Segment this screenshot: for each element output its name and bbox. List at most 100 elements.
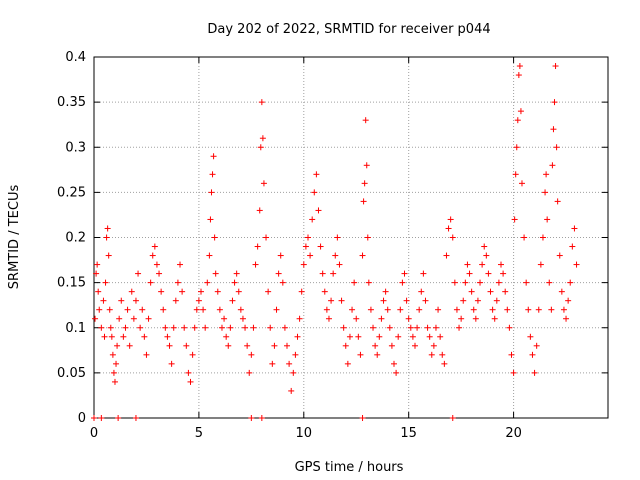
- data-point: [313, 171, 320, 178]
- data-point: [399, 279, 406, 286]
- data-point: [447, 216, 454, 223]
- data-point: [96, 306, 103, 313]
- data-point: [107, 324, 114, 331]
- data-point: [504, 306, 511, 313]
- data-point: [92, 315, 99, 322]
- y-tick-label: 0.1: [65, 321, 86, 336]
- data-point: [437, 333, 444, 340]
- data-point: [221, 315, 228, 322]
- data-point: [132, 297, 139, 304]
- data-point: [443, 252, 450, 259]
- data-point: [104, 225, 111, 232]
- data-point: [418, 288, 425, 295]
- data-point: [573, 261, 580, 268]
- data-point: [489, 306, 496, 313]
- data-point: [294, 333, 301, 340]
- data-point: [94, 261, 101, 268]
- data-point: [508, 351, 515, 358]
- data-point: [521, 234, 528, 241]
- data-points: [91, 63, 580, 421]
- data-point: [502, 288, 509, 295]
- y-tick-label: 0: [78, 411, 86, 426]
- data-point: [535, 306, 542, 313]
- data-point: [393, 369, 400, 376]
- data-point: [569, 243, 576, 250]
- data-point: [290, 369, 297, 376]
- data-point: [340, 324, 347, 331]
- data-point: [113, 360, 120, 367]
- data-point: [156, 270, 163, 277]
- data-point: [517, 108, 524, 115]
- data-point: [544, 216, 551, 223]
- data-point: [397, 306, 404, 313]
- data-point: [487, 288, 494, 295]
- data-point: [531, 369, 538, 376]
- data-point: [183, 342, 190, 349]
- data-point: [439, 351, 446, 358]
- data-point: [376, 333, 383, 340]
- data-point: [527, 333, 534, 340]
- data-point: [363, 162, 370, 169]
- data-point: [207, 216, 214, 223]
- y-tick-label: 0.15: [57, 276, 86, 291]
- data-point: [93, 270, 100, 277]
- data-point: [267, 324, 274, 331]
- data-point: [500, 270, 507, 277]
- data-point: [260, 180, 267, 187]
- data-point: [237, 306, 244, 313]
- data-point: [401, 270, 408, 277]
- y-tick-label: 0.05: [57, 366, 86, 381]
- data-point: [229, 297, 236, 304]
- data-point: [456, 324, 463, 331]
- data-point: [265, 288, 272, 295]
- data-point: [271, 342, 278, 349]
- data-point: [298, 288, 305, 295]
- data-point: [100, 297, 107, 304]
- data-point: [158, 288, 165, 295]
- data-point: [101, 333, 108, 340]
- data-point: [177, 261, 184, 268]
- data-point: [193, 306, 200, 313]
- data-point: [474, 297, 481, 304]
- data-point: [495, 279, 502, 286]
- data-point: [128, 288, 135, 295]
- data-point: [218, 324, 225, 331]
- data-point: [365, 279, 372, 286]
- data-point: [342, 342, 349, 349]
- data-point: [149, 252, 156, 259]
- data-point: [208, 189, 215, 196]
- data-point: [225, 342, 232, 349]
- data-point: [382, 288, 389, 295]
- data-point: [143, 351, 150, 358]
- data-point: [510, 369, 517, 376]
- data-point: [481, 243, 488, 250]
- y-tick-label: 0.2: [65, 231, 86, 246]
- data-point: [458, 315, 465, 322]
- data-point: [378, 315, 385, 322]
- data-point: [386, 324, 393, 331]
- y-tick-label: 0.3: [65, 140, 86, 155]
- data-point: [416, 306, 423, 313]
- data-point: [468, 288, 475, 295]
- data-point: [160, 306, 167, 313]
- data-point: [256, 207, 263, 214]
- data-point: [549, 162, 556, 169]
- data-point: [384, 306, 391, 313]
- data-point: [349, 306, 356, 313]
- y-tick-label: 0.4: [65, 50, 86, 65]
- data-point: [466, 270, 473, 277]
- x-tick-label: 10: [296, 426, 313, 441]
- data-point: [233, 270, 240, 277]
- data-point: [126, 342, 133, 349]
- data-point: [137, 324, 144, 331]
- data-point: [132, 415, 139, 421]
- data-point: [546, 279, 553, 286]
- chart-title: Day 202 of 2022, SRMTID for receiver p04…: [207, 22, 490, 37]
- data-point: [453, 306, 460, 313]
- data-point: [172, 297, 179, 304]
- axis-ticks: [93, 56, 608, 419]
- data-point: [529, 351, 536, 358]
- data-point: [451, 279, 458, 286]
- data-point: [432, 324, 439, 331]
- data-point: [91, 415, 97, 421]
